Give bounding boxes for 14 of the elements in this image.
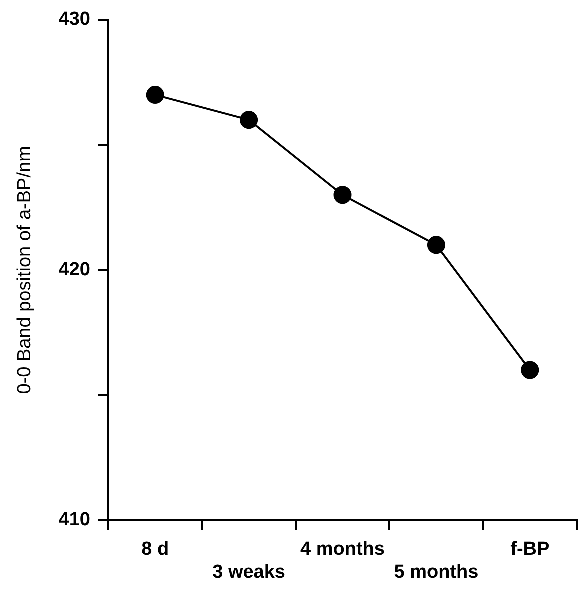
x-tick-label: 5 months xyxy=(394,562,479,583)
x-tick-label: 8 d xyxy=(142,539,170,560)
x-tick-label: f-BP xyxy=(510,539,550,560)
point xyxy=(146,86,164,104)
x-tick-label: 3 weaks xyxy=(212,562,286,583)
y-tick-label: 410 xyxy=(58,510,90,531)
y-axis-title: 0-0 Band position of a-BP/nm xyxy=(14,146,36,394)
point xyxy=(521,361,540,380)
point xyxy=(334,186,352,204)
y-tick-label: 430 xyxy=(58,9,90,30)
point xyxy=(240,111,258,130)
point xyxy=(427,236,446,254)
x-tick-label: 4 months xyxy=(300,539,385,560)
y-tick-label: 420 xyxy=(58,259,90,280)
